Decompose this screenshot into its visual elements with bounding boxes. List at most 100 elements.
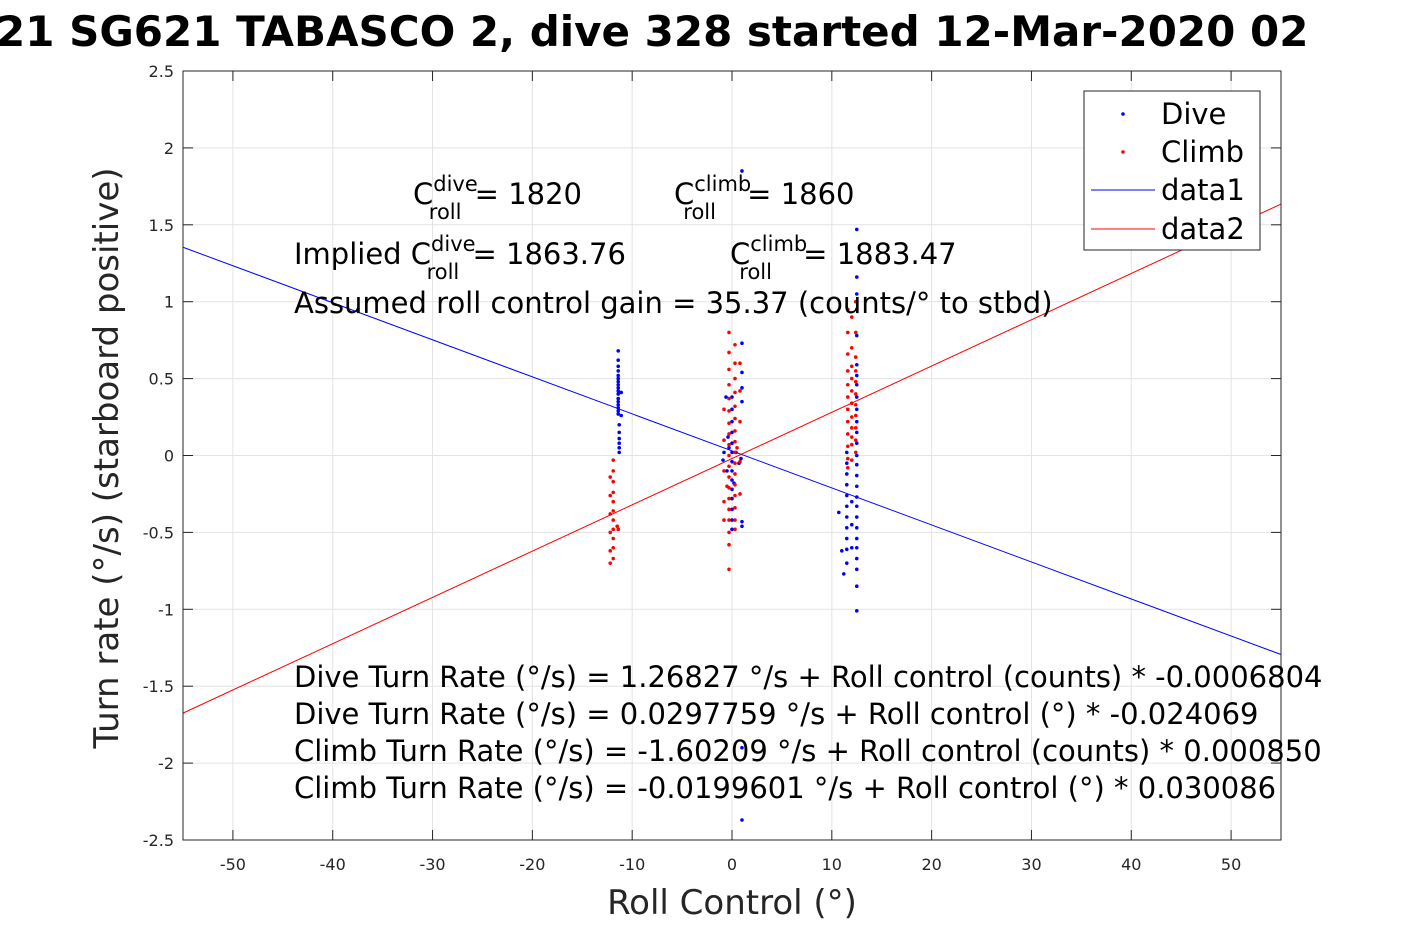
point-dive bbox=[725, 469, 729, 473]
point-climb bbox=[611, 556, 616, 561]
x-tick-label: -40 bbox=[320, 855, 346, 874]
annotation-c-dive: Cdive roll = 1820 bbox=[413, 172, 582, 224]
point-climb bbox=[845, 352, 850, 356]
point-dive bbox=[854, 333, 859, 338]
y-tick-label: 1 bbox=[164, 293, 174, 312]
point-dive bbox=[854, 462, 859, 467]
annotation-implied-climb: Cclimb roll = 1883.47 bbox=[730, 232, 957, 284]
point-climb bbox=[608, 530, 613, 535]
y-tick-label: 0.5 bbox=[149, 370, 174, 389]
point-dive bbox=[854, 292, 859, 296]
point-dive bbox=[730, 450, 734, 455]
point-climb bbox=[727, 518, 731, 522]
x-tick-label: -20 bbox=[519, 855, 545, 874]
point-climb bbox=[733, 429, 737, 433]
point-dive bbox=[722, 450, 726, 455]
point-climb bbox=[738, 492, 742, 496]
point-climb bbox=[733, 518, 737, 522]
x-tick-labels: -50 -40 -30 -20 -10 0 10 20 30 40 50 bbox=[220, 855, 1241, 874]
point-dive bbox=[840, 549, 844, 553]
x-tick-label: 20 bbox=[921, 855, 941, 874]
point-climb bbox=[849, 346, 854, 350]
ticks bbox=[183, 70, 1281, 841]
legend-box bbox=[1083, 90, 1261, 251]
point-climb bbox=[727, 542, 731, 547]
point-dive bbox=[740, 370, 744, 375]
point-climb bbox=[727, 421, 731, 426]
point-dive bbox=[730, 487, 734, 492]
point-climb bbox=[738, 459, 742, 464]
point-climb bbox=[733, 450, 737, 455]
annotation-eq-climb-degrees: Climb Turn Rate (°/s) = -0.0199601 °/s +… bbox=[294, 771, 1276, 805]
point-dive bbox=[841, 572, 846, 576]
point-climb bbox=[845, 419, 850, 424]
x-axis-label: Roll Control (°) bbox=[607, 883, 857, 923]
point-dive bbox=[854, 525, 859, 530]
point-climb bbox=[733, 390, 737, 395]
point-dive bbox=[730, 441, 734, 445]
point-dive bbox=[844, 547, 849, 552]
point-dive bbox=[616, 358, 621, 362]
y-axis-label: Turn rate (°/s) (starboard positive) bbox=[87, 167, 127, 749]
point-dive bbox=[740, 519, 744, 524]
point-dive bbox=[730, 395, 734, 399]
point-dive bbox=[616, 389, 621, 393]
point-dive bbox=[616, 379, 621, 384]
point-climb bbox=[608, 561, 613, 565]
point-dive bbox=[730, 407, 734, 412]
point-dive bbox=[854, 504, 859, 509]
point-climb bbox=[733, 472, 737, 476]
point-climb bbox=[845, 407, 850, 412]
x-tick-label: 40 bbox=[1121, 855, 1141, 874]
point-climb bbox=[727, 409, 731, 413]
point-climb bbox=[845, 330, 850, 335]
point-climb bbox=[853, 426, 858, 430]
point-climb bbox=[849, 435, 854, 439]
point-dive bbox=[616, 369, 621, 373]
point-climb bbox=[727, 464, 731, 469]
point-dive bbox=[844, 561, 849, 565]
point-dive bbox=[844, 525, 849, 530]
point-climb bbox=[727, 350, 731, 355]
point-dive bbox=[849, 545, 854, 550]
point-dive bbox=[724, 395, 728, 399]
point-dive bbox=[854, 484, 859, 489]
point-climb bbox=[849, 426, 854, 430]
point-climb bbox=[727, 453, 731, 458]
point-dive bbox=[619, 390, 624, 395]
annotation-implied-dive: Implied Cdive roll = 1863.76 bbox=[294, 232, 626, 284]
point-dive bbox=[616, 349, 621, 353]
point-climb bbox=[616, 527, 621, 532]
point-dive bbox=[844, 450, 849, 455]
point-climb bbox=[727, 367, 731, 372]
point-dive bbox=[616, 376, 621, 381]
point-dive bbox=[854, 453, 859, 458]
point-dive bbox=[844, 504, 849, 509]
point-climb bbox=[853, 392, 858, 396]
chart-title: 21 SG621 TABASCO 2, dive 328 started 12-… bbox=[0, 7, 1308, 56]
y-tick-label: -0.5 bbox=[143, 523, 174, 542]
point-climb bbox=[722, 518, 726, 522]
x-tick-label: 50 bbox=[1221, 855, 1241, 874]
y-tick-label: 2.5 bbox=[149, 62, 174, 81]
point-dive bbox=[854, 395, 859, 399]
point-dive bbox=[730, 430, 734, 435]
point-dive bbox=[854, 584, 859, 589]
legend-marker-climb bbox=[1121, 150, 1125, 154]
point-climb bbox=[722, 438, 726, 442]
point-climb bbox=[722, 469, 726, 473]
point-climb bbox=[611, 479, 616, 484]
point-climb bbox=[608, 549, 613, 553]
annotation-eq-dive-counts: Dive Turn Rate (°/s) = 1.26827 °/s + Rol… bbox=[294, 660, 1322, 694]
point-dive bbox=[616, 412, 621, 416]
point-climb bbox=[733, 361, 737, 366]
point-climb bbox=[725, 484, 729, 489]
annotation-eq-dive-degrees: Dive Turn Rate (°/s) = 0.0297759 °/s + R… bbox=[294, 697, 1259, 731]
point-dive bbox=[854, 609, 859, 613]
legend-label-data1: data1 bbox=[1161, 173, 1245, 207]
point-climb bbox=[853, 299, 858, 304]
point-dive bbox=[854, 407, 859, 412]
point-dive bbox=[617, 450, 622, 455]
point-climb bbox=[735, 446, 739, 450]
